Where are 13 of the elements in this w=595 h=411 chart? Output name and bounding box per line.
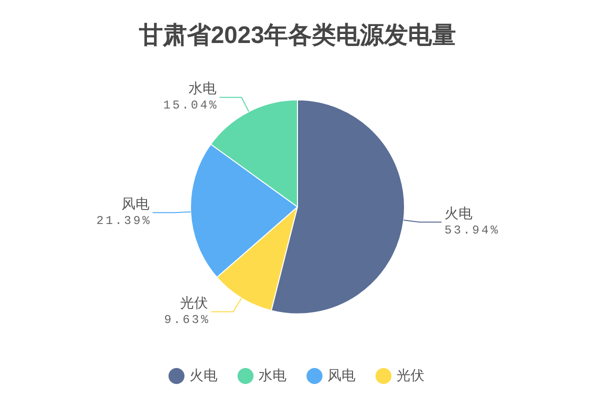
legend-label: 火电 — [190, 366, 218, 383]
data-label: 53.94% — [444, 223, 500, 238]
data-label: 21.39% — [96, 214, 152, 228]
data-label: 15.04% — [163, 98, 219, 113]
slice-label: 水电 — [188, 80, 217, 96]
slice-label: 光伏 — [180, 294, 208, 311]
chart-title: 甘肃省2023年各类电源发电量 — [138, 22, 456, 50]
slice-label: 火电 — [444, 204, 473, 221]
legend-label: 风电 — [328, 366, 356, 383]
legend-label: 水电 — [258, 366, 286, 383]
slice-label: 风电 — [122, 195, 150, 212]
legend-label: 光伏 — [396, 366, 424, 383]
data-label: 9.63% — [164, 312, 210, 327]
